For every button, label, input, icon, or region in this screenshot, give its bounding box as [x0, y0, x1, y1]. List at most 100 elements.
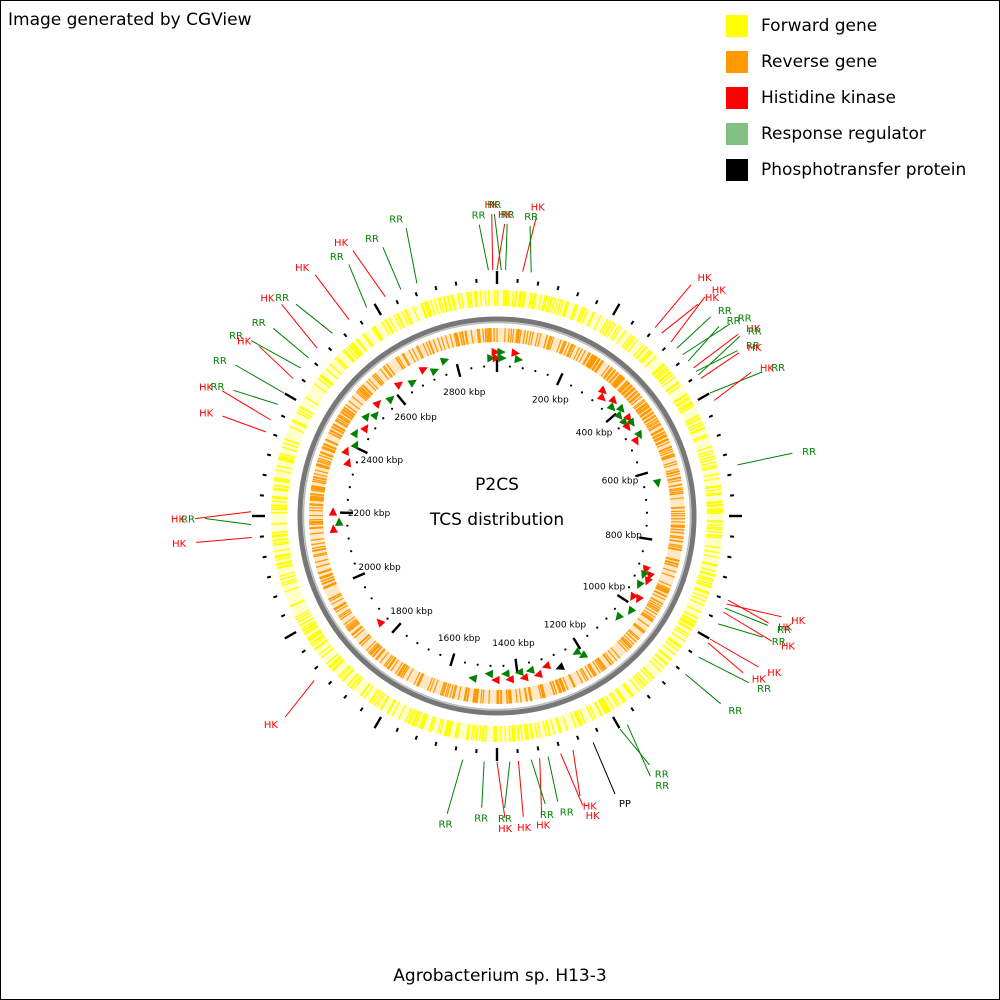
reverse-gene [379, 368, 390, 381]
outer-minor-tick [301, 378, 306, 383]
callout-line [493, 213, 502, 271]
reverse-gene [649, 599, 663, 608]
reverse-gene [652, 593, 666, 601]
forward-gene [699, 457, 716, 464]
callout-label: RR [365, 234, 379, 245]
reverse-gene [645, 417, 658, 426]
forward-gene [397, 704, 407, 720]
feature-mark [429, 368, 440, 377]
reverse-gene [375, 648, 386, 661]
forward-gene [675, 396, 690, 406]
reverse-gene [524, 687, 528, 702]
reverse-gene [636, 403, 649, 413]
ruler-tick-label: 2800 kbp [443, 388, 486, 398]
reverse-gene [428, 340, 435, 354]
callout-line [626, 724, 651, 777]
callout-line [724, 607, 768, 626]
reverse-gene [584, 665, 593, 679]
reverse-gene [422, 343, 429, 357]
reverse-gene [602, 653, 612, 666]
outer-minor-tick [716, 595, 721, 599]
forward-gene [271, 522, 288, 525]
reverse-gene [537, 684, 543, 699]
reverse-gene [647, 603, 660, 612]
forward-gene [351, 342, 363, 356]
reverse-gene [602, 366, 613, 379]
reverse-gene [670, 507, 685, 509]
reverse-gene [669, 539, 684, 543]
ruler-minor-tick [363, 586, 367, 589]
forward-gene [701, 561, 718, 567]
reverse-gene [470, 329, 474, 344]
reverse-gene [357, 388, 370, 399]
forward-gene [696, 578, 713, 586]
reverse-gene [397, 663, 407, 677]
forward-gene [273, 479, 290, 484]
reverse-gene [346, 620, 359, 631]
callout-line [539, 758, 543, 815]
callout-label: HK [536, 821, 551, 832]
callout-line [530, 759, 546, 805]
reverse-gene [620, 637, 632, 648]
reverse-gene [413, 671, 421, 685]
forward-gene [556, 717, 563, 733]
reverse-gene [311, 486, 326, 490]
reverse-gene [416, 673, 424, 687]
forward-gene [549, 718, 556, 735]
reverse-gene [395, 357, 404, 370]
feature-mark [501, 669, 510, 678]
callout-line [295, 303, 333, 334]
ruler-minor-tick [527, 661, 531, 664]
forward-gene [446, 295, 452, 312]
reverse-gene [652, 432, 666, 440]
ruler-minor-tick [586, 634, 589, 637]
forward-gene [276, 464, 293, 470]
forward-gene [328, 655, 341, 668]
forward-gene [303, 624, 318, 634]
ruler-major-tick [639, 536, 653, 541]
forward-gene [533, 722, 539, 739]
callout-label: RR [748, 326, 762, 337]
reverse-gene [656, 584, 670, 592]
feature-mark [555, 662, 565, 670]
reverse-gene [657, 583, 671, 590]
callout-line [194, 511, 252, 520]
reverse-gene [582, 351, 590, 365]
forward-gene [593, 315, 602, 330]
forward-gene [336, 356, 349, 369]
callout-label: RR [474, 814, 488, 825]
callout-line [592, 742, 616, 795]
forward-gene [701, 466, 718, 472]
reverse-gene [330, 597, 344, 606]
forward-gene [349, 344, 361, 358]
reverse-gene [540, 684, 546, 699]
reverse-gene [369, 643, 380, 656]
reverse-gene [331, 426, 344, 435]
reverse-gene [643, 609, 656, 618]
reverse-gene [429, 678, 436, 692]
reverse-gene [509, 328, 513, 343]
reverse-gene [516, 329, 519, 344]
ruler-minor-tick [546, 373, 549, 376]
forward-gene [704, 544, 721, 549]
reverse-gene [411, 347, 419, 362]
reverse-gene [670, 531, 685, 534]
forward-gene [297, 614, 313, 624]
reverse-gene [324, 439, 339, 446]
reverse-gene [309, 498, 324, 501]
forward-gene [530, 292, 535, 309]
forward-gene [271, 506, 288, 509]
reverse-gene [547, 336, 553, 350]
reverse-gene [637, 404, 650, 415]
forward-gene [314, 639, 329, 651]
reverse-gene [658, 580, 672, 587]
ruler-minor-tick [624, 438, 627, 441]
reverse-gene [670, 497, 685, 500]
reverse-gene [432, 338, 439, 353]
forward-gene [522, 291, 526, 308]
callout-label: RR [655, 769, 669, 780]
reverse-gene [623, 387, 635, 398]
forward-gene [273, 548, 290, 553]
ruler-minor-tick [569, 384, 573, 387]
ruler-minor-tick [600, 407, 604, 410]
